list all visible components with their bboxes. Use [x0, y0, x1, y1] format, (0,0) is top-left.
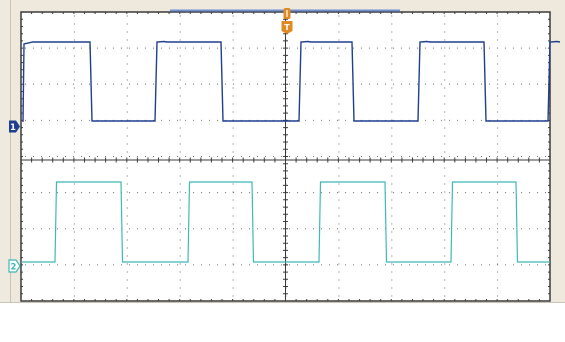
trigger-marker-icon[interactable]: T	[281, 21, 293, 34]
ch2-ground-marker-icon[interactable]: 2	[8, 259, 21, 273]
ch2-trace	[21, 181, 550, 263]
trigger-position-icon[interactable]	[283, 8, 291, 19]
channel-marker-strip	[0, 0, 11, 341]
ch1-marker-label: 1	[10, 123, 16, 133]
graticule-ticks	[20, 11, 551, 302]
graticule-axes	[20, 11, 551, 302]
ch1-trace	[22, 40, 561, 123]
trigger-marker-label: T	[284, 23, 290, 32]
status-area	[0, 302, 565, 342]
ch2-marker-label: 2	[11, 263, 17, 273]
ch1-ground-marker-icon[interactable]: 1	[9, 120, 20, 134]
